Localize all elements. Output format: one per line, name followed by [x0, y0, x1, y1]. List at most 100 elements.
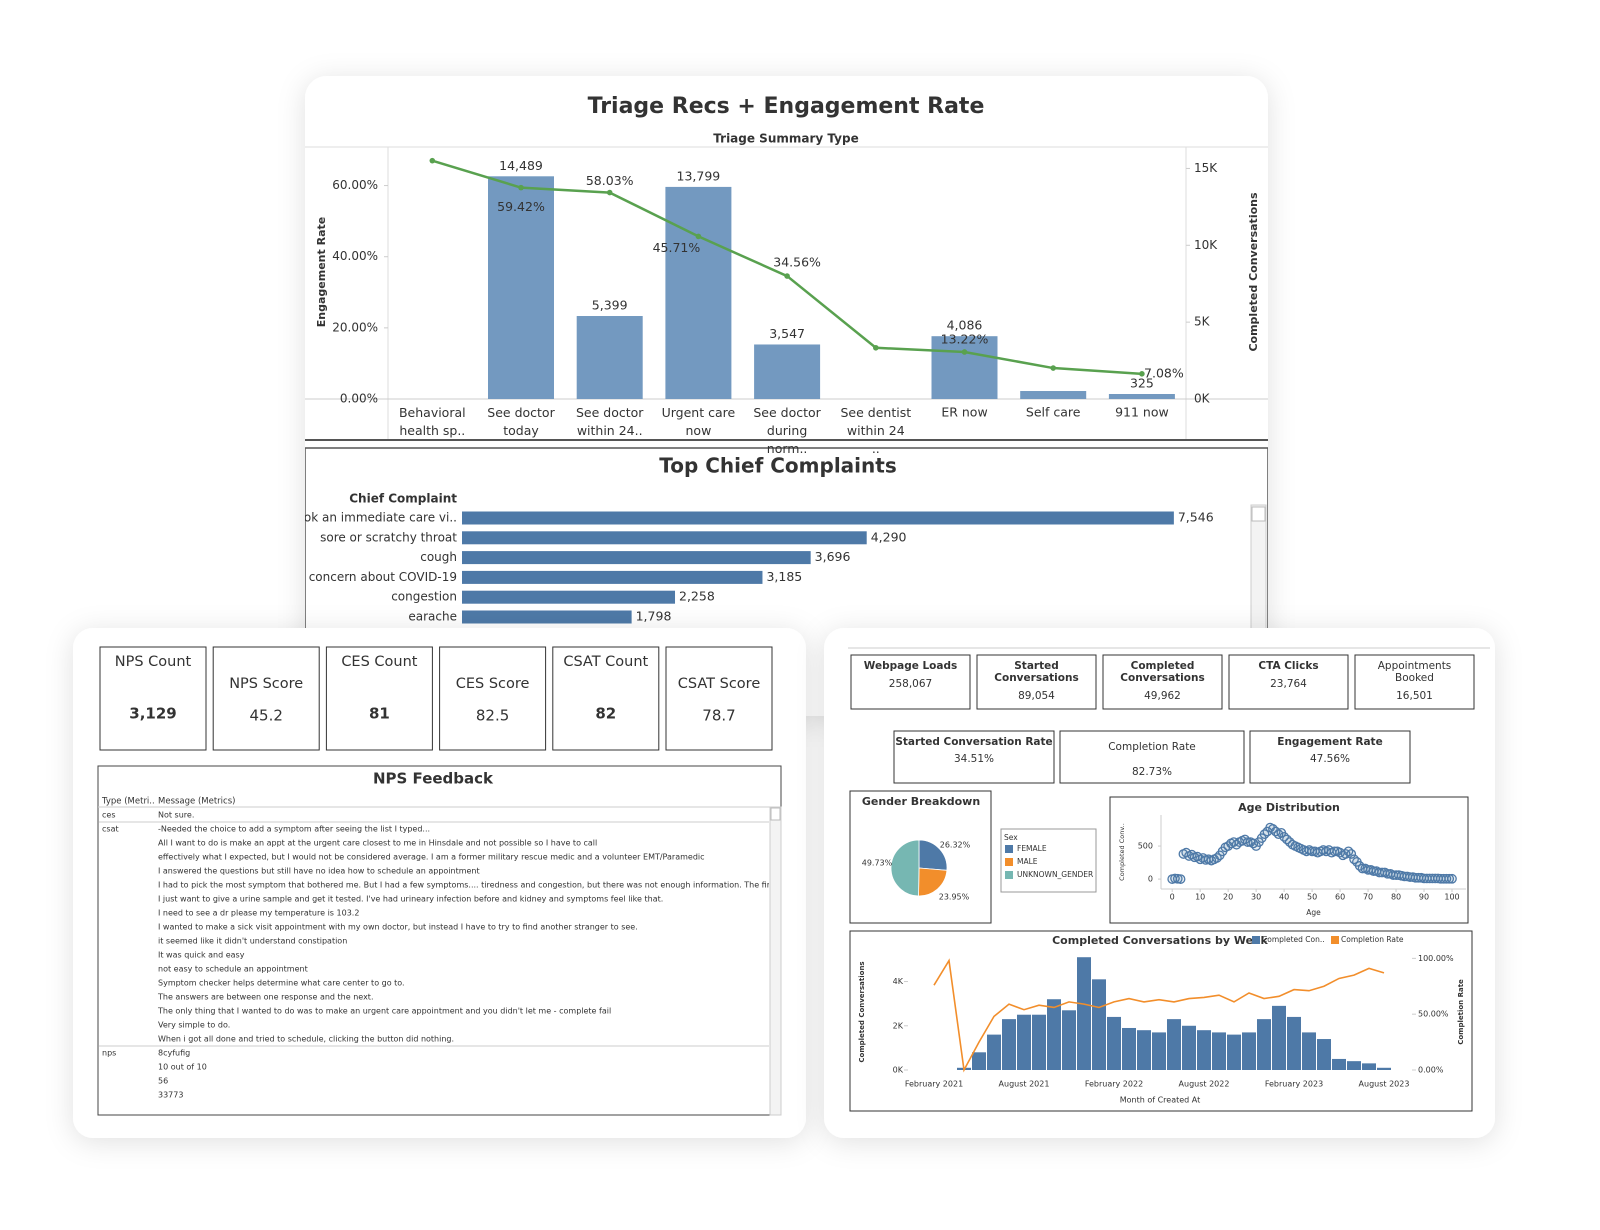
x-tick-label: 50 [1307, 893, 1317, 902]
legend-title: Sex [1004, 833, 1018, 842]
line-label: 13.22% [941, 331, 989, 346]
y-tick-label: 500 [1138, 842, 1153, 851]
rate-card [1059, 730, 1245, 784]
line-point [429, 157, 436, 164]
y-tick-label: concern about COVID-19 [309, 570, 457, 584]
bar [1287, 1016, 1301, 1070]
kpi-value: 45.2 [249, 707, 282, 725]
y-tick-label: 0.00% [340, 392, 378, 406]
message-cell: 10 out of 10 [158, 1063, 207, 1072]
bar [1257, 1019, 1271, 1070]
legend-swatch [1252, 936, 1260, 944]
y2-axis-title: Completed Conversations [1247, 192, 1260, 352]
point [1444, 873, 1455, 884]
x-tick-label: February 2022 [1085, 1080, 1143, 1089]
bar-label: 7,546 [1178, 510, 1214, 525]
point [1329, 846, 1340, 857]
bar [1242, 1032, 1256, 1070]
bar [1092, 979, 1106, 1070]
x-tick-label: August 2023 [1359, 1080, 1410, 1089]
bar [1197, 1030, 1211, 1070]
y-tick-label: earache [408, 610, 457, 624]
metric-card [850, 654, 971, 710]
slice-label: 23.95% [939, 893, 970, 902]
bar [462, 610, 632, 624]
metric-label: Webpage Loads [864, 660, 958, 672]
y2-tick-label: 0K [1194, 392, 1211, 406]
bar [462, 570, 763, 584]
metric-label: Appointments Booked [1378, 660, 1452, 684]
bar [1122, 1027, 1136, 1070]
y-tick-label: congestion [391, 590, 457, 604]
metric-label: Completed Conversations [1120, 660, 1204, 684]
kpi-label: CSAT Score [678, 676, 761, 692]
y-axis-title: Completed Conversations [858, 961, 866, 1062]
bar [1020, 391, 1087, 399]
kpi-card [665, 646, 773, 751]
bar [1137, 1030, 1151, 1070]
x-tick-label: 70 [1363, 893, 1373, 902]
y-tick-label: 60.00% [332, 178, 378, 192]
scrollbar [1250, 504, 1267, 656]
message-cell: 56 [158, 1077, 168, 1086]
y-tick-label: sore or scratchy throat [320, 530, 457, 544]
y2-tick-label: 100.00% [1418, 954, 1454, 963]
metric-card [1354, 654, 1475, 710]
bar [1002, 1019, 1016, 1070]
metric-label: CTA Clicks [1258, 660, 1318, 672]
message-cell: The answers are between one response and… [157, 993, 373, 1002]
bar-label: 2,258 [679, 589, 715, 604]
bar [665, 186, 732, 399]
y2-tick-label: 0.00% [1418, 1066, 1444, 1075]
line-label: 45.71% [653, 240, 701, 255]
line-point [1139, 371, 1145, 377]
rate-value: 34.51% [954, 753, 994, 765]
rate-value: 82.73% [1132, 766, 1172, 778]
legend-label: MALE [1017, 857, 1038, 866]
kpi-label: NPS Count [115, 654, 192, 670]
x-axis-title: Age [1306, 908, 1321, 917]
message-cell: 8cyfufig [158, 1049, 190, 1058]
age-frame [1109, 796, 1469, 924]
y-tick-label: 4K [893, 977, 904, 986]
bar [1062, 1010, 1076, 1070]
rate-card [893, 730, 1055, 784]
y-tick-label: 2K [893, 1021, 904, 1030]
x-tick-label: 20 [1223, 893, 1233, 902]
bar [1362, 1063, 1376, 1070]
kpi-card [552, 646, 660, 751]
legend-swatch [1005, 845, 1013, 853]
rate-label: Engagement Rate [1277, 736, 1382, 748]
bar [1347, 1061, 1361, 1070]
metric-value: 89,054 [1018, 690, 1055, 702]
message-cell: It was quick and easy [158, 951, 245, 960]
bar [462, 590, 676, 604]
bar [1182, 1025, 1196, 1070]
message-cell: I had to pick the most symptom that both… [158, 881, 777, 890]
x-tick-label: August 2021 [999, 1080, 1050, 1089]
scroll-thumb [770, 807, 781, 821]
kpi-card [439, 646, 547, 751]
rate-label: Completion Rate [1108, 741, 1196, 753]
y-axis-title: Chief Complaint [349, 492, 457, 506]
metric-value: 16,501 [1396, 690, 1433, 702]
message-cell: not easy to schedule an appointment [158, 965, 308, 974]
metric-card [1228, 654, 1349, 710]
x-tick-label: 100 [1444, 893, 1459, 902]
x-tick-label: 40 [1279, 893, 1289, 902]
line-label: 59.42% [497, 199, 545, 214]
kpi-value: 82.5 [476, 707, 509, 725]
point [1447, 873, 1457, 884]
bar-label: 4,086 [947, 318, 983, 333]
message-cell: 33773 [158, 1091, 183, 1100]
bar [462, 551, 811, 565]
weekly-frame [849, 930, 1473, 1112]
kpi-value: 81 [369, 705, 390, 723]
message-cell: All I want to do is make an appt at the … [158, 839, 597, 848]
y-axis-title: Completed Conv.. [1118, 823, 1126, 881]
bar [1302, 1032, 1316, 1070]
legend-swatch [1005, 858, 1013, 866]
bar [1107, 1016, 1121, 1070]
x-tick-label: 10 [1195, 893, 1205, 902]
scroll-thumb [1251, 506, 1266, 522]
